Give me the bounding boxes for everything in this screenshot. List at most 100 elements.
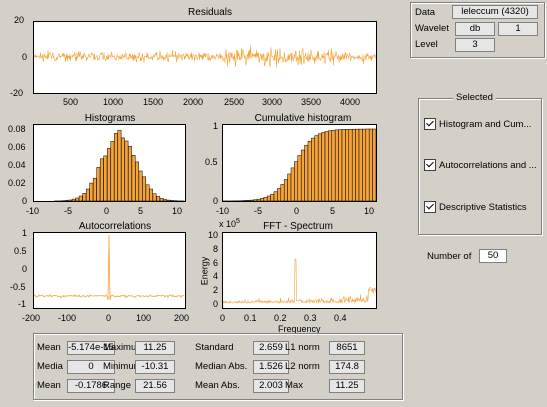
histogram-bar [138, 170, 143, 201]
acf-xtick: 200 [174, 313, 190, 323]
histogram-bar [85, 188, 90, 201]
cum-xtick: -10 [216, 206, 230, 216]
residuals-xtick: 2500 [224, 97, 245, 107]
hist-ytick: 0 [22, 196, 28, 206]
stat-label: Max [285, 380, 303, 391]
residuals-ytick: 20 [14, 15, 25, 25]
level-value: 3 [455, 38, 495, 52]
hist-xtick: -10 [26, 206, 40, 216]
residuals-axes[interactable] [33, 21, 377, 94]
cumulative-bar [266, 195, 271, 201]
acf-xtick: 100 [136, 313, 152, 323]
data-info-panel [410, 2, 545, 58]
cum-ytick: 0.5 [205, 157, 218, 167]
cumulative-bar [294, 161, 299, 201]
cumulative-title: Cumulative histogram [254, 113, 352, 124]
fft-ytick: 6 [213, 258, 219, 268]
histogram-bar [68, 199, 73, 201]
check-icon [424, 118, 436, 130]
cumulative-bar [283, 179, 288, 201]
cumulative-bar [297, 155, 302, 201]
acf-ytick: -1 [18, 299, 27, 309]
histogram-bar [78, 195, 83, 201]
histogram-bar [114, 133, 118, 201]
data-value: leleccum (4320) [452, 5, 538, 19]
stat-value: 21.56 [135, 379, 175, 393]
checkbox-label: Autocorrelations and ... [439, 159, 537, 171]
fft-xlabel: Frequency [278, 324, 321, 334]
cum-ytick: 0 [213, 196, 219, 206]
acf-ytick: 1 [22, 228, 28, 238]
histogram-bar [166, 199, 171, 201]
cumulative-bar [334, 129, 339, 201]
level-label: Level [415, 39, 438, 50]
descriptive-statistics-checkbox[interactable]: Descriptive Statistics [424, 201, 527, 213]
wavelet-label: Wavelet [415, 23, 449, 34]
fft-xtick: 0.3 [304, 313, 317, 323]
fft-xtick: 0.1 [244, 313, 257, 323]
cumulative-bar [307, 140, 312, 201]
cumulative-axes[interactable] [222, 124, 377, 202]
fft-xtick: 0.4 [334, 313, 347, 323]
histogram-bar [82, 193, 87, 201]
cumulative-bar [246, 200, 251, 201]
residuals-xtick: 1500 [143, 97, 164, 107]
cumulative-bar [341, 129, 346, 201]
autocorrelations-axes[interactable] [33, 232, 186, 309]
autocorrelations-checkbox[interactable]: Autocorrelations and ... [424, 159, 537, 171]
checkbox-label: Histogram and Cum... [439, 118, 532, 130]
cumulative-bar [355, 128, 360, 201]
cumulative-bar [277, 188, 282, 201]
checkbox-label: Descriptive Statistics [439, 201, 527, 213]
stat-label: Mean Abs. [195, 380, 240, 391]
cum-xtick: 10 [364, 206, 375, 216]
cumulative-bar [300, 149, 305, 201]
autocorrelation-line [34, 234, 185, 301]
fft-axes[interactable] [222, 232, 377, 309]
histogram-bar [170, 200, 175, 201]
check-icon [424, 201, 436, 213]
histogram-bar [107, 148, 111, 201]
stat-value: 0 [67, 360, 115, 374]
check-icon [424, 159, 436, 171]
cumulative-bar [368, 128, 373, 201]
cumulative-bar [358, 128, 363, 201]
number-of-bins-input[interactable]: 50 [479, 249, 507, 263]
acf-ytick: 0.5 [14, 246, 27, 256]
stat-label: Median Abs. [195, 361, 248, 372]
histogram-bar [92, 177, 97, 201]
hist-ytick: 0.06 [8, 142, 26, 152]
cum-xtick: 0 [294, 206, 300, 216]
hist-xtick: 5 [138, 206, 144, 216]
cumulative-bar [263, 197, 268, 201]
acf-ytick: -0.5 [10, 282, 26, 292]
selected-title: Selected [453, 92, 496, 103]
stat-value: -10.31 [135, 360, 175, 374]
cumulative-bar [317, 133, 322, 201]
stat-label: Mean [37, 342, 61, 353]
cumulative-bar [324, 131, 329, 201]
residuals-xtick: 2000 [183, 97, 204, 107]
cumulative-bar [321, 132, 326, 201]
fft-xtick: 0 [220, 313, 226, 323]
acf-xtick: -100 [58, 313, 77, 323]
stat-label: L2 norm [285, 361, 320, 372]
hist-xtick: 10 [172, 206, 183, 216]
residuals-line [34, 45, 376, 68]
fft-ylabel: Energy [199, 256, 210, 286]
histogram-checkbox[interactable]: Histogram and Cum... [424, 118, 531, 130]
stat-label: Maximu [103, 342, 137, 353]
histogram-bar [156, 196, 161, 201]
cumulative-bar [304, 144, 309, 201]
stat-value: -0.1786 [67, 379, 115, 393]
histogram-bar [64, 200, 69, 201]
autocorrelations-title: Autocorrelations [78, 221, 152, 232]
cumulative-bar [260, 198, 265, 201]
residuals-xtick: 4000 [340, 97, 361, 107]
residuals-xtick: 3500 [301, 97, 322, 107]
histograms-axes[interactable] [33, 124, 186, 202]
cumulative-bar [273, 191, 278, 201]
fft-exponent: x 105 [219, 218, 240, 229]
data-label: Data [415, 7, 436, 18]
residuals-ytick: 0 [22, 52, 28, 62]
